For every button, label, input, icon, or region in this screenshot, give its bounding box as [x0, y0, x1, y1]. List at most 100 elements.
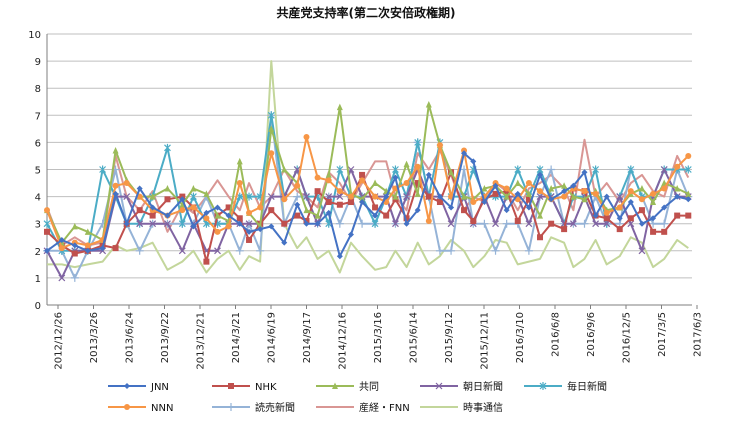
legend-label: 共同	[359, 381, 379, 393]
data-point	[674, 184, 681, 192]
data-point	[661, 185, 668, 192]
data-point	[112, 147, 119, 154]
data-point	[371, 219, 379, 228]
data-point	[58, 245, 65, 252]
data-point	[580, 219, 589, 228]
legend-label: 朝日新聞	[463, 380, 503, 393]
data-point	[294, 182, 301, 189]
data-point	[685, 152, 692, 159]
data-point	[627, 215, 634, 222]
data-point	[592, 220, 600, 228]
data-point	[347, 199, 354, 206]
data-point	[383, 193, 390, 200]
data-point	[392, 174, 399, 181]
data-point	[603, 193, 610, 200]
data-point	[135, 246, 144, 255]
data-point	[514, 179, 521, 187]
x-tick-label: 2016/6/8	[551, 312, 562, 357]
x-tick-label: 2012/12/26	[54, 312, 65, 370]
data-point	[661, 204, 668, 211]
data-point	[481, 184, 488, 192]
data-point	[627, 220, 635, 228]
data-point	[335, 219, 344, 228]
legend-marker	[539, 382, 547, 390]
data-point	[684, 165, 692, 174]
data-point	[164, 184, 171, 192]
data-point	[372, 179, 379, 187]
data-point	[325, 193, 333, 201]
y-tick-label: 4	[35, 193, 41, 204]
data-point	[425, 100, 432, 108]
data-point	[58, 236, 65, 243]
data-point	[492, 190, 499, 197]
data-point	[84, 247, 91, 254]
data-point	[492, 220, 499, 228]
data-point	[514, 217, 521, 224]
data-point	[461, 150, 468, 157]
data-point	[403, 193, 410, 201]
data-point	[403, 220, 410, 227]
data-point	[71, 250, 78, 257]
data-point	[569, 220, 577, 228]
x-tick-label: 2015/6/14	[409, 312, 420, 363]
data-point	[71, 242, 78, 249]
data-point	[246, 228, 253, 235]
legend-marker	[124, 404, 130, 410]
data-point	[503, 185, 510, 192]
data-point	[149, 193, 156, 200]
data-point	[203, 258, 210, 265]
data-point	[303, 133, 310, 140]
x-tick-label: 2015/9/12	[444, 312, 455, 363]
data-point	[414, 190, 421, 197]
data-point	[190, 184, 197, 192]
data-point	[480, 219, 489, 228]
data-point	[435, 246, 444, 255]
data-point	[674, 163, 681, 170]
data-point	[638, 207, 645, 214]
x-tick-label: 2017/6/3	[693, 312, 704, 357]
legend-marker	[332, 382, 338, 389]
legend-label: 時事通信	[463, 401, 503, 414]
data-point	[581, 188, 588, 195]
data-point	[190, 204, 197, 211]
data-point	[294, 212, 301, 219]
legend-label: 産経・FNN	[359, 401, 410, 414]
y-tick-label: 5	[35, 166, 41, 177]
data-point	[425, 171, 432, 178]
data-point	[448, 168, 455, 176]
data-point	[581, 195, 588, 203]
data-point	[481, 199, 488, 206]
data-point	[570, 193, 577, 200]
legend-item: 共同	[316, 381, 379, 393]
data-point	[548, 220, 555, 227]
data-point	[372, 204, 379, 211]
data-point	[470, 199, 477, 206]
x-tick-label: 2016/9/6	[586, 312, 597, 357]
data-point	[548, 196, 555, 203]
data-point	[525, 204, 532, 211]
data-point	[414, 138, 422, 147]
data-point	[425, 217, 432, 224]
data-point	[638, 184, 645, 192]
x-tick-label: 2015/3/16	[373, 312, 384, 363]
data-point	[525, 220, 533, 228]
data-point	[336, 201, 343, 208]
data-point	[627, 165, 635, 174]
x-tick-label: 2016/3/10	[515, 312, 526, 363]
data-point	[236, 220, 243, 227]
y-tick-label: 0	[35, 301, 41, 312]
data-point	[190, 223, 197, 230]
data-point	[392, 220, 399, 228]
data-point	[179, 207, 186, 214]
data-point	[149, 220, 157, 228]
legend-label: NNN	[151, 403, 173, 414]
data-point	[336, 253, 343, 260]
data-point	[461, 193, 468, 200]
data-point	[178, 219, 186, 228]
y-tick-label: 7	[35, 111, 41, 122]
data-point	[325, 171, 332, 178]
data-point	[336, 103, 343, 111]
data-point	[71, 222, 78, 230]
data-point	[650, 228, 657, 235]
x-tick-label: 2013/6/24	[125, 312, 136, 363]
